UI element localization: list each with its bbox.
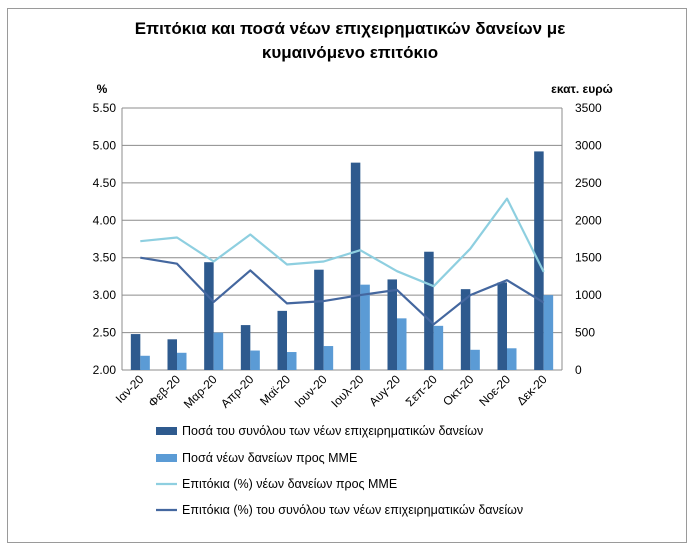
x-tick-label: Οκτ-20 — [440, 372, 477, 409]
x-tick-label: Αυγ-20 — [366, 372, 403, 409]
x-tick-label: Ιουν-20 — [292, 372, 330, 410]
bar-sme — [250, 350, 260, 370]
y-left-tick-label: 5.00 — [93, 138, 117, 152]
bar-sme — [470, 349, 480, 370]
x-tick-label: Ιαν-20 — [113, 372, 147, 406]
bar-total — [240, 325, 251, 370]
legend-swatch-bar — [156, 427, 177, 435]
y-left-axis-label: % — [97, 82, 108, 96]
bar-sme — [177, 352, 187, 370]
chart-title-line2: κυμαινόμενο επιτόκιο — [261, 43, 439, 62]
y-right-tick-label: 0 — [575, 363, 582, 377]
chart-frame — [7, 8, 687, 543]
y-right-tick-label: 3500 — [575, 101, 602, 115]
bar-total — [277, 310, 287, 370]
x-tick-label: Φεβ-20 — [146, 372, 184, 410]
line-total-rate — [140, 256, 545, 326]
bar-sme — [140, 355, 150, 370]
x-tick-label: Σεπ-20 — [403, 372, 440, 409]
bar-sme — [213, 332, 224, 370]
x-tick-label: Απρ-20 — [218, 372, 257, 411]
y-left-tick-label: 2.00 — [93, 363, 117, 377]
x-tick-label: Νοε-20 — [476, 372, 513, 409]
y-left-tick-label: 2.50 — [93, 326, 117, 340]
bar-sme — [433, 325, 444, 370]
chart-title: Επιτόκια και ποσά νέων επιχειρηματικών δ… — [0, 17, 700, 65]
bar-total — [167, 339, 177, 370]
y-left-tick-label: 3.00 — [93, 288, 117, 302]
y-right-axis-label: εκατ. ευρώ — [551, 82, 613, 96]
y-right-tick-label: 1500 — [575, 251, 602, 265]
gridlines — [122, 107, 562, 371]
legend-swatch-bar — [156, 454, 177, 462]
y-left-tick-label: 3.50 — [93, 251, 117, 265]
y-right-tick-label: 2500 — [575, 176, 602, 190]
bar-sme — [360, 284, 370, 370]
bar-total — [204, 262, 214, 370]
bar-total — [424, 251, 434, 370]
y-left-tick-label: 4.00 — [93, 213, 117, 227]
bar-total — [497, 282, 507, 370]
y-right-tick-label: 500 — [575, 326, 595, 340]
lines — [140, 197, 545, 326]
bar-total — [387, 279, 397, 370]
bars — [130, 151, 554, 370]
y-right-tick-label: 2000 — [575, 213, 602, 227]
bar-sme — [543, 295, 554, 370]
bar-total — [314, 269, 324, 370]
legend-label: Επιτόκια (%) νέων δανείων προς ΜΜΕ — [182, 477, 397, 491]
bar-sme — [323, 346, 334, 370]
line-sme-rate — [140, 197, 545, 288]
legend-label: Επιτόκια (%) του συνόλου των νέων επιχει… — [182, 503, 523, 517]
bar-total — [350, 162, 361, 370]
y-right-tick-label: 1000 — [575, 288, 602, 302]
legend: Ποσά του συνόλου των νέων επιχειρηματικώ… — [156, 424, 523, 517]
x-tick-label: Μαρ-20 — [181, 372, 220, 411]
y-left-tick-label: 4.50 — [93, 176, 117, 190]
bar-sme — [397, 318, 407, 370]
bar-sme — [507, 348, 517, 370]
x-tick-label: Μαϊ-20 — [257, 372, 293, 408]
x-tick-label: Δεκ-20 — [514, 372, 550, 408]
bar-total — [130, 334, 141, 370]
y-right-tick-label: 3000 — [575, 138, 602, 152]
bar-total — [460, 289, 471, 370]
bar-sme — [287, 352, 297, 370]
x-tick-label: Ιουλ-20 — [328, 372, 366, 410]
legend-label: Ποσά νέων δανείων προς ΜΜΕ — [182, 451, 357, 465]
legend-label: Ποσά του συνόλου των νέων επιχειρηματικώ… — [182, 424, 483, 438]
y-left-tick-label: 5.50 — [93, 101, 117, 115]
chart-title-line1: Επιτόκια και ποσά νέων επιχειρηματικών δ… — [134, 19, 566, 38]
